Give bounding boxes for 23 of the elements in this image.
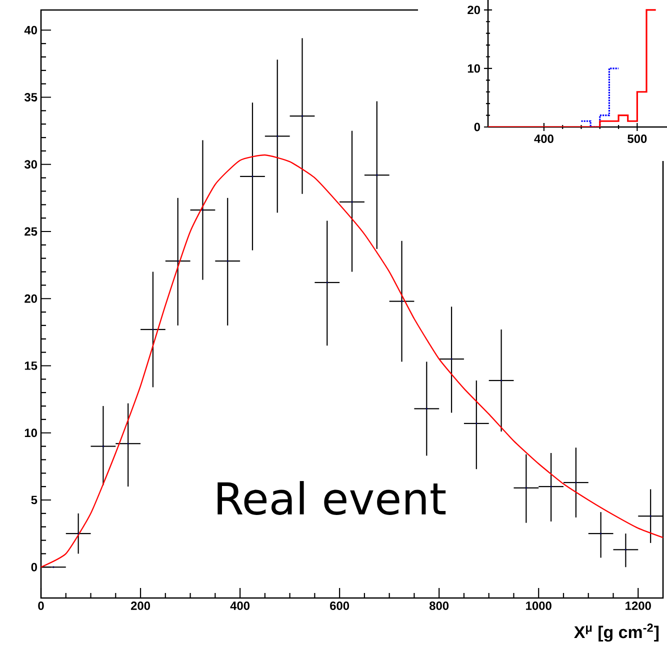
x-axis-title: X$^{μ}$ [g cm$^{-2}$] (574, 624, 659, 642)
x-tick-label: 500 (628, 134, 647, 143)
y-tick-label: 35 (24, 93, 38, 102)
x-tick-label: 400 (230, 602, 250, 610)
y-tick-label: 0 (31, 562, 37, 572)
x-tick-label: 200 (130, 602, 150, 610)
y-tick-label: 25 (24, 227, 38, 236)
y-tick-label: 5 (31, 496, 38, 504)
annotation: Real event (218, 481, 446, 515)
x-tick-label: 0 (38, 602, 44, 610)
y-tick-label: 30 (24, 160, 37, 169)
y-tick-label: 0 (474, 122, 480, 132)
x-tick-label: 800 (429, 602, 449, 610)
y-tick-label: 40 (24, 26, 37, 34)
y-tick-label: 20 (24, 294, 37, 303)
x-tick-label: 400 (534, 134, 554, 143)
y-tick-label: 10 (468, 64, 480, 73)
y-tick-label: 15 (24, 362, 38, 370)
x-tick-label: 600 (330, 602, 350, 610)
y-tick-label: 20 (468, 6, 480, 14)
x-tick-label: 1000 (526, 602, 552, 610)
y-tick-label: 10 (24, 428, 37, 438)
x-tick-label: 1200 (626, 602, 651, 610)
